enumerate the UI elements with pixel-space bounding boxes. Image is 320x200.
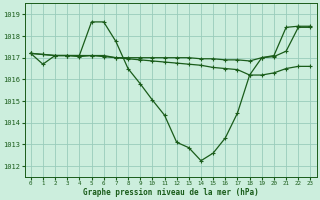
X-axis label: Graphe pression niveau de la mer (hPa): Graphe pression niveau de la mer (hPa) [83,188,259,197]
